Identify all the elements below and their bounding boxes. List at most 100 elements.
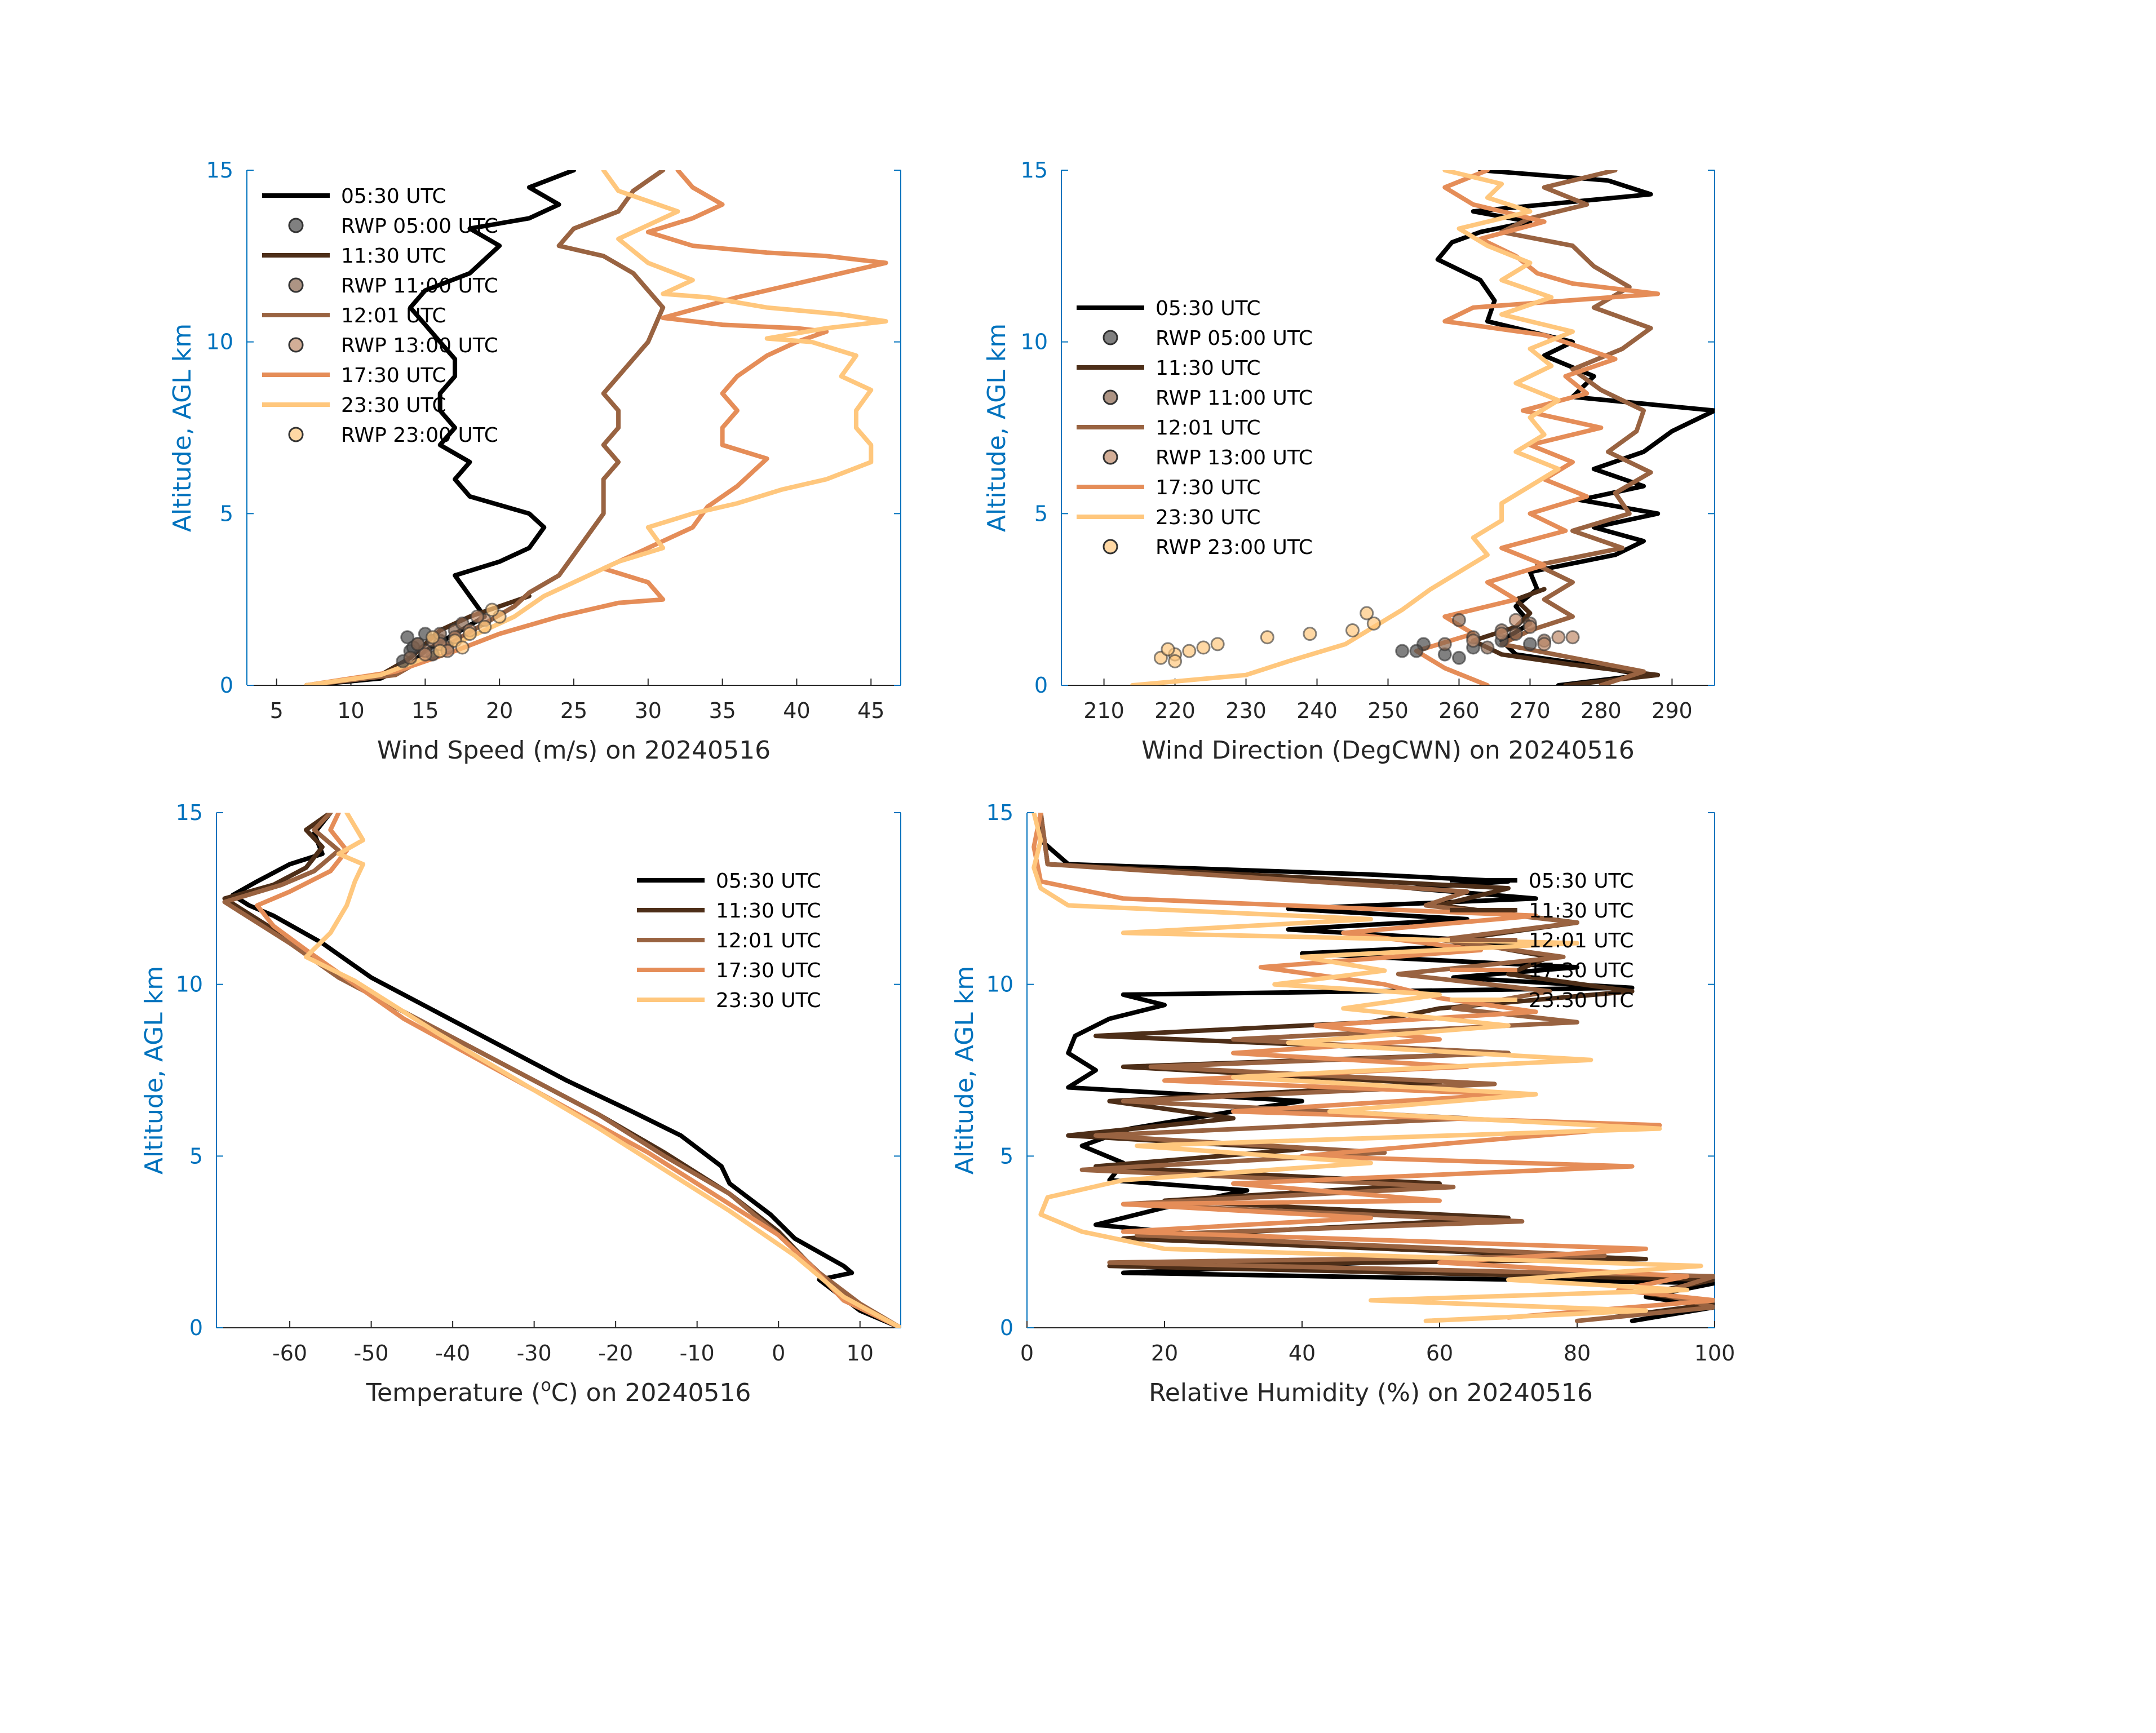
y-tick-label: 15 [1021, 158, 1048, 183]
x-tick-label: 40 [783, 698, 810, 723]
x-axis-label: Wind Direction (DegCWN) on 20240516 [1141, 736, 1634, 765]
y-tick-label: 5 [189, 1143, 203, 1168]
rwp-marker-point [1551, 630, 1566, 645]
legend-marker-swatch [288, 277, 304, 293]
legend-marker-swatch [1103, 389, 1118, 405]
x-tick-label: -50 [354, 1341, 389, 1366]
legend-label: RWP 11:00 UTC [341, 274, 498, 298]
x-axis-label-superscript: o [541, 1376, 551, 1395]
x-tick-label: 40 [1289, 1341, 1316, 1366]
x-tick-label: 30 [635, 698, 662, 723]
x-axis-label: Temperature (oC) on 20240516 [366, 1376, 751, 1407]
x-tick-label: 0 [1020, 1341, 1034, 1366]
rwp-marker-point [1466, 633, 1481, 648]
legend-marker-swatch [1103, 330, 1118, 345]
x-tick-label: 240 [1296, 698, 1338, 723]
rwp-marker-point [1522, 619, 1537, 634]
y-axis-label: Altitude, AGL km [168, 323, 197, 532]
x-tick-label: 230 [1225, 698, 1267, 723]
y-tick-label: 0 [189, 1315, 203, 1340]
rwp-marker-point [400, 630, 415, 645]
rwp-marker-point [1210, 637, 1225, 651]
legend-label: 17:30 UTC [341, 364, 446, 387]
x-tick-label: 25 [560, 698, 587, 723]
legend-label: 05:30 UTC [716, 870, 821, 893]
legend-label: RWP 11:00 UTC [1156, 387, 1313, 410]
series-line-17-30-utc [1031, 813, 1715, 1320]
legend-marker-swatch [1103, 449, 1118, 465]
legend-label: 12:01 UTC [1529, 929, 1634, 952]
chart-panel-wind-direction: 210 220 230 240 250 260 270 280 290 0 5 10 15 Wind Di… [982, 158, 1715, 765]
legend-label: 11:30 UTC [1529, 899, 1634, 923]
x-tick-label: 20 [486, 698, 513, 723]
rwp-marker-point [462, 627, 477, 641]
x-tick-label: 280 [1581, 698, 1622, 723]
series-line-23-30-utc [1130, 170, 1575, 685]
rwp-marker-point [1182, 644, 1197, 658]
rwp-marker-point [1366, 616, 1381, 631]
x-axis-label: Wind Speed (m/s) on 20240516 [377, 736, 771, 765]
legend-marker-swatch [288, 337, 304, 353]
y-tick-label: 10 [986, 972, 1013, 997]
x-tick-label: 220 [1154, 698, 1196, 723]
plot-area [1130, 170, 1715, 685]
y-axis-label: Altitude, AGL km [950, 966, 979, 1174]
legend-label: 11:30 UTC [1156, 357, 1261, 380]
x-tick-label: -40 [435, 1341, 470, 1366]
rwp-marker-point [1537, 637, 1552, 651]
rwp-marker-point [410, 637, 425, 651]
x-tick-label: 10 [337, 698, 364, 723]
rwp-marker-point [485, 602, 499, 617]
x-tick-label: 15 [411, 698, 439, 723]
series-line-23-30-utc [304, 813, 901, 1328]
y-tick-label: 5 [1000, 1143, 1013, 1168]
chart-panel-relative-humidity: 0 20 40 60 80 100 0 5 10 15 Relative Humidity (%) … [950, 800, 1735, 1407]
rwp-marker-point [1303, 627, 1317, 641]
chart-panel-temperature: -60 -50 -40 -30 -20 -10 0 10 0 5 10 15 Temperature (… [140, 800, 901, 1407]
x-tick-label: 210 [1083, 698, 1125, 723]
legend-label: 05:30 UTC [341, 185, 446, 208]
legend-label: 17:30 UTC [1156, 476, 1261, 499]
rwp-marker-point [1437, 637, 1452, 651]
x-tick-label: 60 [1426, 1341, 1453, 1366]
series-line-17-30-utc [255, 813, 901, 1328]
legend-label: 05:30 UTC [1529, 870, 1634, 893]
rwp-marker-point [1451, 650, 1466, 665]
legend-label: 12:01 UTC [1156, 416, 1261, 440]
y-axis-label: Altitude, AGL km [140, 966, 169, 1174]
x-tick-label: 10 [847, 1341, 874, 1366]
legend-label: 12:01 UTC [716, 929, 821, 952]
rwp-marker-point [1260, 630, 1274, 645]
chart-panel-wind-speed: 5 10 15 20 25 30 35 40 45 0 5 10 15 Wind Speed (m/s) … [168, 158, 901, 765]
series-line-17-30-utc [304, 170, 888, 685]
y-tick-label: 0 [1000, 1315, 1013, 1340]
rwp-marker-point [433, 644, 448, 658]
y-tick-label: 0 [1034, 673, 1048, 698]
legend: 05:30 UTC 11:30 UTC 12:01 UTC 17:30 UTC 23:3… [637, 870, 821, 1012]
legend-label: RWP 13:00 UTC [1156, 446, 1313, 469]
rwp-marker-point [1451, 613, 1466, 627]
y-tick-label: 5 [220, 501, 233, 526]
legend-label: 11:30 UTC [716, 899, 821, 923]
legend-label: RWP 13:00 UTC [341, 334, 498, 357]
x-tick-label: -30 [517, 1341, 552, 1366]
y-tick-label: 5 [1034, 501, 1048, 526]
plot-area [1031, 813, 1715, 1323]
series-line-05-30-utc [230, 813, 901, 1328]
rwp-marker-point [1168, 654, 1183, 668]
legend-marker-swatch [1103, 539, 1118, 555]
legend: 05:30 UTC RWP 05:00 UTC 11:30 UTC RWP 11:00… [262, 185, 498, 447]
x-tick-label: 250 [1367, 698, 1409, 723]
rwp-marker-point [455, 640, 470, 655]
rwp-marker-point [1480, 640, 1495, 655]
legend-label: 12:01 UTC [341, 304, 446, 327]
rwp-marker-point [470, 609, 485, 624]
x-tick-label: -20 [598, 1341, 633, 1366]
x-axis-label: Relative Humidity (%) on 20240516 [1149, 1379, 1593, 1407]
legend-label: RWP 23:00 UTC [1156, 536, 1313, 559]
x-tick-label: -10 [680, 1341, 715, 1366]
rwp-marker-point [1196, 640, 1211, 655]
rwp-marker-point [426, 630, 440, 645]
plot-area [304, 170, 888, 685]
